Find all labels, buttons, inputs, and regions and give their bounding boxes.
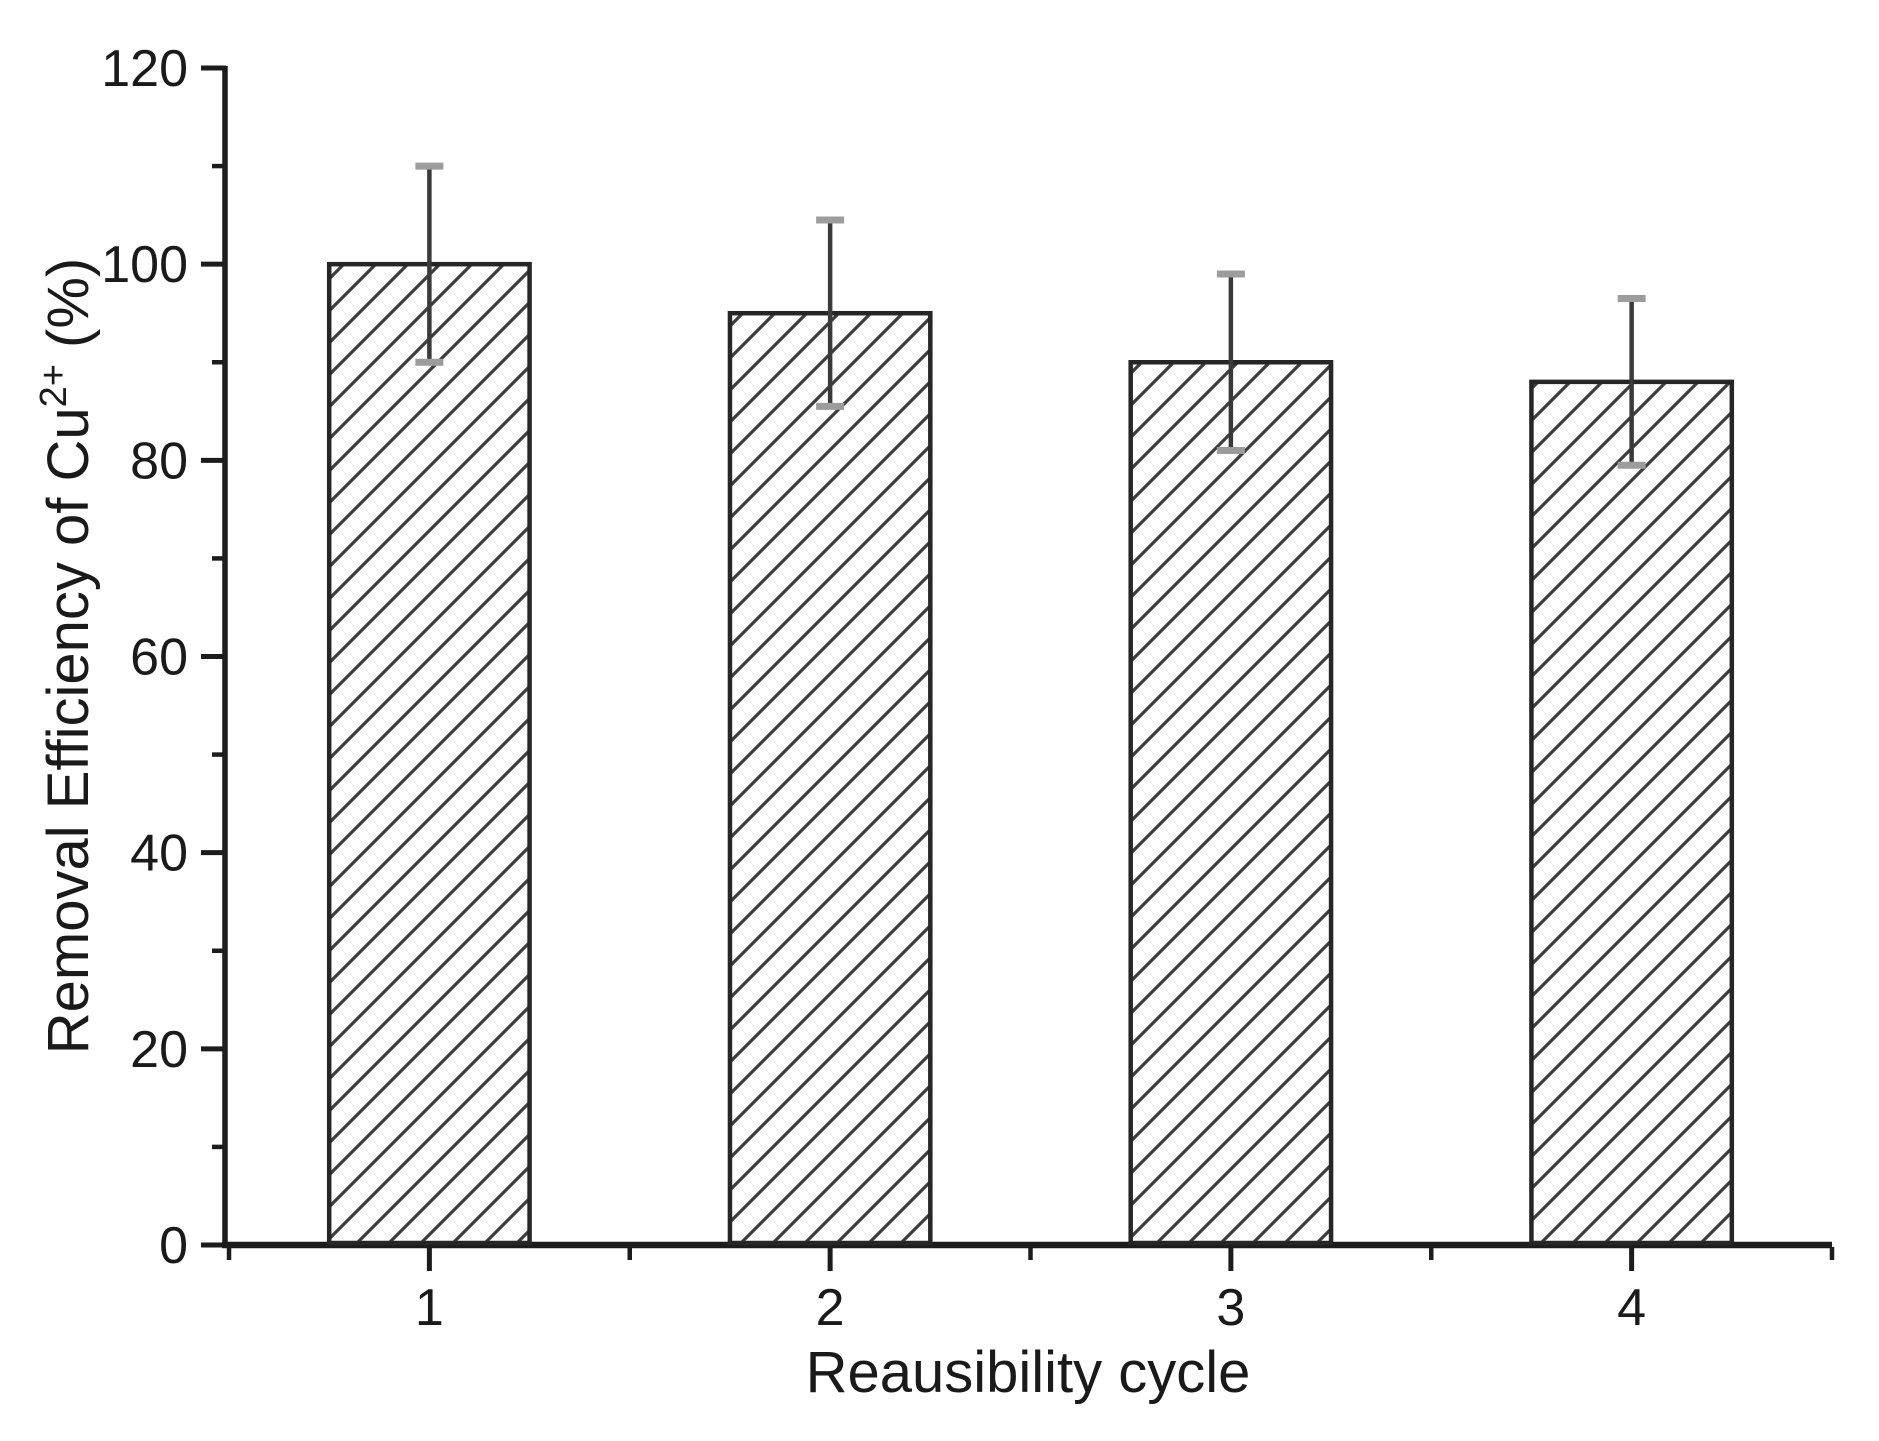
bar [1529,379,1735,1246]
error-bars-group [415,162,1646,469]
y-axis-tick-label: 60 [130,629,188,687]
y-axis-tick-label: 0 [159,1217,188,1275]
x-axis-tick-label: 4 [1617,1279,1646,1337]
axis-titles-group: Reausibility cycle Removal Efficiency of… [33,258,1250,1405]
y-axis-tick-label: 80 [130,432,188,490]
tick-labels-group: 0 20 40 60 80 100 120 1 2 3 4 [101,40,1646,1337]
x-axis-tick-label: 1 [415,1279,444,1337]
y-axis-title-superscript: 2+ [33,364,75,407]
bars-group [326,261,1735,1246]
bar [727,310,933,1246]
y-axis-tick-label: 120 [101,40,188,98]
y-axis-tick-label: 100 [101,236,188,294]
y-axis-tick-label: 40 [130,825,188,883]
y-axis-title: Removal Efficiency of Cu2+ (%) [33,258,101,1055]
x-axis-tick-label: 2 [816,1279,845,1337]
x-axis-title: Reausibility cycle [806,1340,1251,1405]
x-axis-tick-label: 3 [1216,1279,1245,1337]
bar [326,261,532,1246]
bar [1128,360,1334,1246]
y-axis-tick-label: 20 [130,1021,188,1079]
